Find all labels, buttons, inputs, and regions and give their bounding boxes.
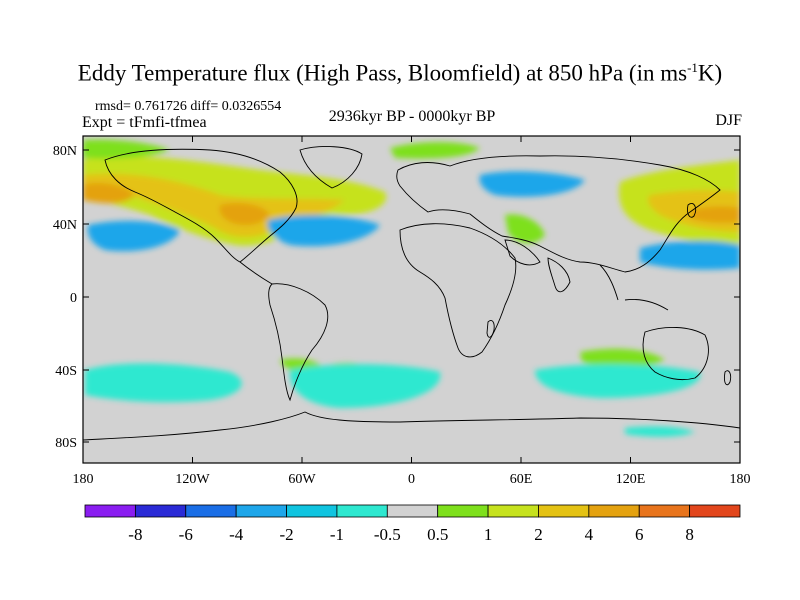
coastline-southeast-asia bbox=[599, 264, 669, 311]
colorbar-swatch bbox=[185, 504, 237, 518]
warm-max-pacific bbox=[83, 183, 135, 204]
lat-tick-label: 40N bbox=[53, 218, 77, 233]
green-patch-arctic bbox=[83, 139, 170, 159]
coastlines bbox=[83, 146, 740, 441]
colorbar-label: -1 bbox=[330, 525, 344, 544]
cold-south-indian bbox=[535, 364, 701, 398]
lon-tick-label: 120W bbox=[175, 472, 210, 487]
experiment-label: Expt = tFmfi-tfmea bbox=[82, 114, 207, 131]
cold-north-pacific-east bbox=[87, 220, 180, 252]
lon-tick-label: 120E bbox=[616, 472, 646, 487]
colorbar-swatch bbox=[336, 504, 388, 518]
warm-max-west-pacific bbox=[690, 206, 740, 223]
coastline-africa bbox=[399, 223, 517, 358]
coastline-central-america bbox=[239, 261, 273, 285]
cold-southern-ocean bbox=[85, 363, 242, 403]
green-patch-arabia bbox=[505, 214, 545, 244]
cold-west-pacific-subtropics bbox=[640, 240, 740, 270]
colorbar-label: -8 bbox=[128, 525, 142, 544]
cold-north-atlantic bbox=[267, 215, 380, 247]
lat-tick-label: 40S bbox=[55, 364, 77, 379]
colorbar-label: -6 bbox=[179, 525, 193, 544]
colorbar-swatch bbox=[286, 504, 338, 518]
coastline-arabia bbox=[504, 239, 541, 266]
map-axes: 80N 40N 0 40S 80S 180 120W 60W 0 60E 120E 180 bbox=[53, 136, 751, 487]
lon-tick-label: 60E bbox=[510, 472, 533, 487]
plot-title: Eddy Temperature flux (High Pass, Bloomf… bbox=[77, 60, 723, 86]
colorbar-swatch bbox=[538, 504, 590, 518]
colorbar-label: 8 bbox=[685, 525, 694, 544]
coastline-india bbox=[547, 257, 571, 293]
colorbar-swatch bbox=[235, 504, 287, 518]
coastline-antarctica bbox=[83, 411, 740, 441]
colorbar-swatch bbox=[588, 504, 640, 518]
coastline-japan bbox=[687, 203, 697, 218]
colorbar-label: 4 bbox=[585, 525, 594, 544]
coastline-north-america bbox=[104, 148, 298, 263]
lat-tick-label: 0 bbox=[70, 291, 77, 306]
colorbar-label: -2 bbox=[279, 525, 293, 544]
colorbar-label: -0.5 bbox=[374, 525, 401, 544]
colorbar-label: 0.5 bbox=[427, 525, 448, 544]
lon-tick-label: 60W bbox=[288, 472, 316, 487]
coastline-madagascar bbox=[486, 319, 495, 338]
colorbar-label: -4 bbox=[229, 525, 244, 544]
coastline-new-zealand bbox=[724, 370, 732, 386]
season-label: DJF bbox=[715, 112, 742, 129]
lat-tick-label: 80S bbox=[55, 436, 77, 451]
period-label: 2936kyr BP - 0000kyr BP bbox=[328, 108, 496, 125]
lat-tick-label: 80N bbox=[53, 144, 77, 159]
lon-tick-label: 0 bbox=[408, 472, 415, 487]
cold-siberia bbox=[479, 171, 585, 197]
coastline-europe-asia bbox=[396, 155, 721, 273]
colorbar-swatch bbox=[134, 504, 187, 518]
cold-south-atlantic bbox=[289, 364, 441, 408]
colorbar-swatch bbox=[84, 504, 136, 518]
colorbar-label: 2 bbox=[534, 525, 543, 544]
lon-tick-label: 180 bbox=[730, 472, 751, 487]
colorbar-swatch bbox=[437, 504, 489, 518]
anomaly-fields bbox=[83, 139, 740, 437]
coastline-south-america bbox=[268, 283, 329, 402]
colorbar-swatch bbox=[638, 504, 691, 518]
colorbar-label: 6 bbox=[635, 525, 644, 544]
green-patch-europe bbox=[390, 142, 480, 159]
colorbar-swatch bbox=[386, 504, 439, 518]
coastline-greenland bbox=[299, 146, 363, 189]
colorbar-swatch bbox=[487, 504, 539, 518]
lon-tick-label: 180 bbox=[73, 472, 94, 487]
cold-antarctic-coast bbox=[625, 426, 695, 437]
colorbar-label: 1 bbox=[484, 525, 493, 544]
colorbar: -8 -6 -4 -2 -1 -0.5 0.5 1 2 4 6 8 bbox=[84, 504, 741, 544]
stats-label: rmsd= 0.761726 diff= 0.0326554 bbox=[95, 99, 282, 114]
warm-max-north-america bbox=[219, 203, 270, 226]
colorbar-swatch bbox=[689, 504, 741, 518]
coastline-australia bbox=[642, 327, 709, 381]
